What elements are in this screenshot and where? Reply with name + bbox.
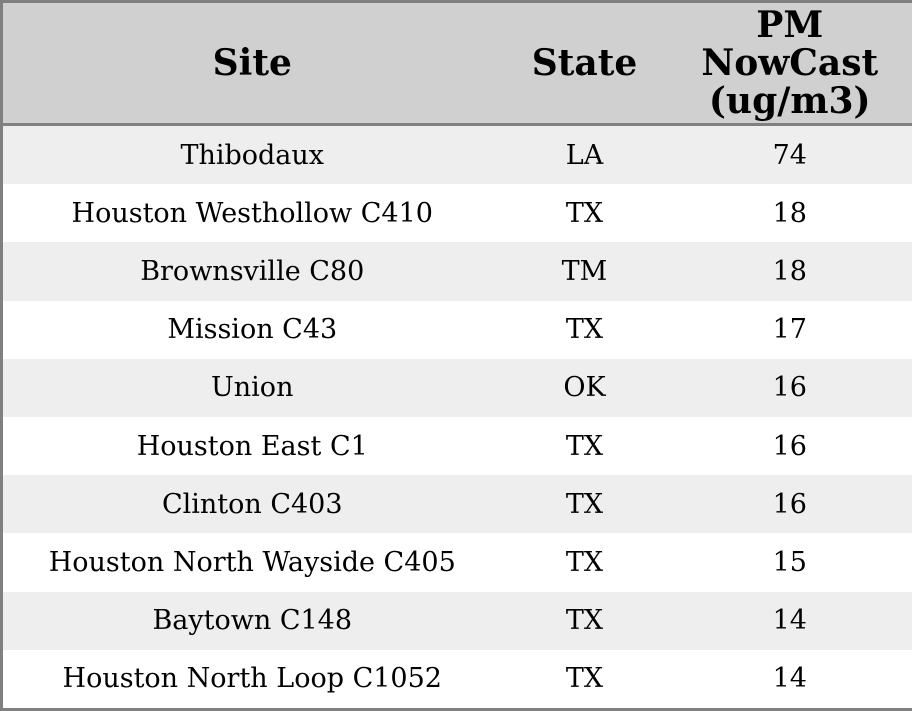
- table-row: Houston East C1 TX 16: [1, 416, 912, 476]
- table-row: Baytown C148 TX 14: [1, 591, 912, 650]
- pm-header-line-1: PM: [756, 3, 824, 46]
- pm-value-cell: 14: [667, 591, 912, 650]
- pm-value-cell: 18: [667, 242, 912, 301]
- table-row: Clinton C403 TX 16: [1, 475, 912, 534]
- pm-value-cell: 16: [667, 416, 912, 476]
- header-row: Site State PM NowCast (ug/m3): [1, 1, 912, 126]
- state-cell: TX: [501, 184, 668, 243]
- site-cell: Baytown C148: [1, 591, 502, 650]
- state-cell: TX: [501, 475, 668, 534]
- pm-value-cell: 15: [667, 533, 912, 592]
- table-row: Union OK 16: [1, 358, 912, 417]
- state-cell: TX: [501, 416, 668, 476]
- pm-value-cell: 16: [667, 475, 912, 534]
- table-header: Site State PM NowCast (ug/m3): [1, 1, 912, 126]
- state-cell: TX: [501, 300, 668, 359]
- site-cell: Brownsville C80: [1, 242, 502, 301]
- table-body: Thibodaux LA 74 Houston Westhollow C410 …: [1, 124, 912, 710]
- state-cell: TX: [501, 533, 668, 592]
- state-cell: TX: [501, 591, 668, 650]
- column-header-site: Site: [1, 1, 502, 126]
- pm-value-cell: 14: [667, 649, 912, 710]
- table-row: Houston North Wayside C405 TX 15: [1, 533, 912, 592]
- pm-header-line-2: NowCast: [701, 41, 879, 84]
- pm-header-line-3: (ug/m3): [708, 80, 871, 123]
- table-row: Houston North Loop C1052 TX 14: [1, 649, 912, 710]
- site-cell: Thibodaux: [1, 124, 502, 185]
- site-cell: Houston East C1: [1, 416, 502, 476]
- site-cell: Houston North Wayside C405: [1, 533, 502, 592]
- column-header-state: State: [501, 1, 668, 126]
- site-cell: Clinton C403: [1, 475, 502, 534]
- table-row: Houston Westhollow C410 TX 18: [1, 184, 912, 243]
- table-row: Brownsville C80 TM 18: [1, 242, 912, 301]
- column-header-pm-nowcast: PM NowCast (ug/m3): [667, 1, 912, 126]
- table-row: Mission C43 TX 17: [1, 300, 912, 359]
- pm-value-cell: 74: [667, 124, 912, 185]
- site-cell: Houston Westhollow C410: [1, 184, 502, 243]
- state-cell: TX: [501, 649, 668, 710]
- table-row: Thibodaux LA 74: [1, 124, 912, 185]
- pm-value-cell: 17: [667, 300, 912, 359]
- site-cell: Mission C43: [1, 300, 502, 359]
- pm-value-cell: 16: [667, 358, 912, 417]
- state-cell: OK: [501, 358, 668, 417]
- state-cell: LA: [501, 124, 668, 185]
- site-cell: Houston North Loop C1052: [1, 649, 502, 710]
- state-cell: TM: [501, 242, 668, 301]
- pm-value-cell: 18: [667, 184, 912, 243]
- site-cell: Union: [1, 358, 502, 417]
